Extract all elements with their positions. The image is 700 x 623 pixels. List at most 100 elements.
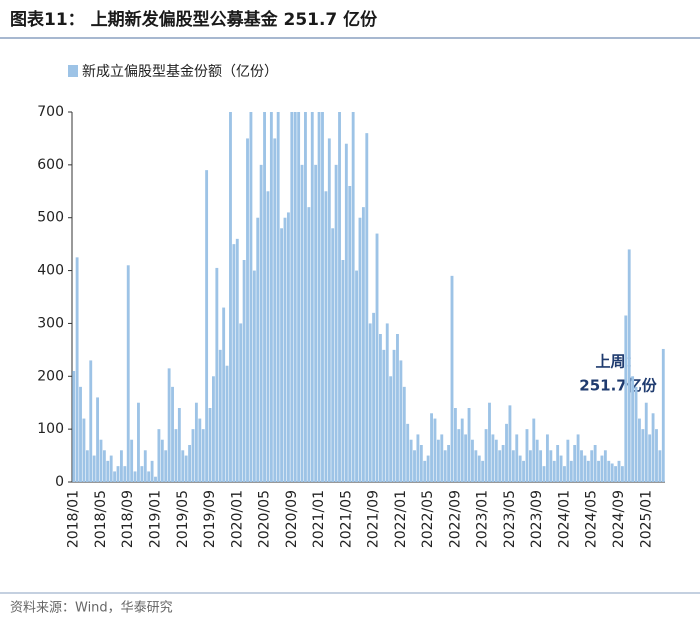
x-tick-label: 2018/09	[120, 490, 136, 548]
bar	[181, 450, 185, 482]
bar	[160, 439, 164, 482]
bar	[174, 429, 178, 482]
bar	[610, 463, 614, 482]
x-tick-label: 2021/01	[311, 490, 327, 548]
bar	[624, 315, 628, 482]
bar	[440, 434, 444, 482]
x-tick-label: 2018/01	[66, 490, 82, 548]
bar	[563, 466, 566, 482]
y-tick-label: 600	[37, 157, 64, 173]
bar	[338, 112, 341, 482]
bar	[327, 138, 331, 482]
bar	[539, 450, 543, 482]
bar	[246, 138, 249, 482]
bar	[450, 275, 454, 482]
bar	[566, 439, 570, 482]
bar	[259, 164, 263, 482]
x-tick-label: 2019/09	[202, 490, 218, 548]
bar	[389, 376, 393, 482]
bar	[481, 460, 485, 482]
y-tick-label: 700	[37, 104, 64, 120]
bar	[157, 429, 161, 482]
bar	[82, 418, 86, 482]
bar	[655, 429, 658, 482]
bar	[399, 360, 403, 482]
bar	[358, 217, 362, 482]
bar	[528, 450, 532, 482]
bar	[232, 244, 236, 482]
bar	[474, 450, 478, 482]
bar	[522, 460, 525, 482]
bar	[453, 408, 457, 482]
bar	[102, 450, 106, 482]
bar	[430, 413, 433, 482]
y-tick-label: 100	[37, 421, 64, 437]
bar	[498, 450, 502, 482]
bar	[293, 112, 297, 482]
bar	[348, 186, 352, 482]
bar	[471, 439, 474, 482]
bar	[314, 164, 318, 482]
bar	[573, 445, 577, 482]
bar	[392, 349, 396, 482]
bar	[542, 466, 546, 482]
bar	[218, 349, 222, 482]
bar	[167, 368, 171, 482]
x-tick-label: 2023/01	[475, 490, 491, 548]
bar	[634, 386, 638, 482]
bar	[263, 112, 266, 482]
y-tick-label: 300	[37, 315, 64, 331]
bar	[239, 323, 243, 482]
bar	[375, 233, 379, 482]
bar	[409, 439, 413, 482]
bar	[92, 455, 96, 482]
bar	[491, 434, 495, 482]
bar	[242, 260, 246, 482]
y-tick-label: 0	[55, 474, 64, 490]
bar	[99, 439, 103, 482]
bar	[133, 471, 137, 482]
bar	[304, 112, 307, 482]
bar	[631, 376, 635, 482]
bar	[300, 164, 304, 482]
bar	[525, 429, 529, 482]
bar	[385, 323, 389, 482]
bar	[559, 455, 563, 482]
bar	[641, 429, 645, 482]
bar	[177, 408, 181, 482]
bar	[644, 402, 648, 482]
bar	[225, 365, 229, 482]
bar	[154, 476, 157, 482]
bar	[607, 460, 611, 482]
x-tick-label: 2024/05	[584, 490, 600, 548]
bar	[317, 112, 321, 482]
bar	[222, 307, 226, 482]
bar	[126, 265, 130, 482]
bar	[593, 445, 597, 482]
x-tick-label: 2018/05	[93, 490, 109, 548]
x-tick-label: 2022/01	[393, 490, 409, 548]
bar	[583, 455, 587, 482]
bar	[212, 376, 215, 482]
x-tick-label: 2019/05	[175, 490, 191, 548]
bar	[249, 112, 253, 482]
legend-label: 新成立偏股型基金份额（亿份）	[82, 63, 278, 80]
x-tick-label: 2020/09	[284, 490, 300, 548]
bar	[191, 429, 195, 482]
bar	[515, 434, 519, 482]
bar	[443, 450, 447, 482]
bar	[447, 445, 451, 482]
bar	[79, 386, 82, 482]
bar	[419, 445, 423, 482]
bar	[171, 386, 174, 482]
x-tick-label: 2024/09	[611, 490, 627, 548]
bar	[368, 323, 372, 482]
bar	[661, 348, 665, 482]
bar	[569, 460, 573, 482]
bar	[402, 386, 406, 482]
bar	[372, 312, 376, 482]
bar	[406, 423, 410, 482]
x-tick-label: 2022/09	[447, 490, 463, 548]
bar	[396, 334, 399, 482]
